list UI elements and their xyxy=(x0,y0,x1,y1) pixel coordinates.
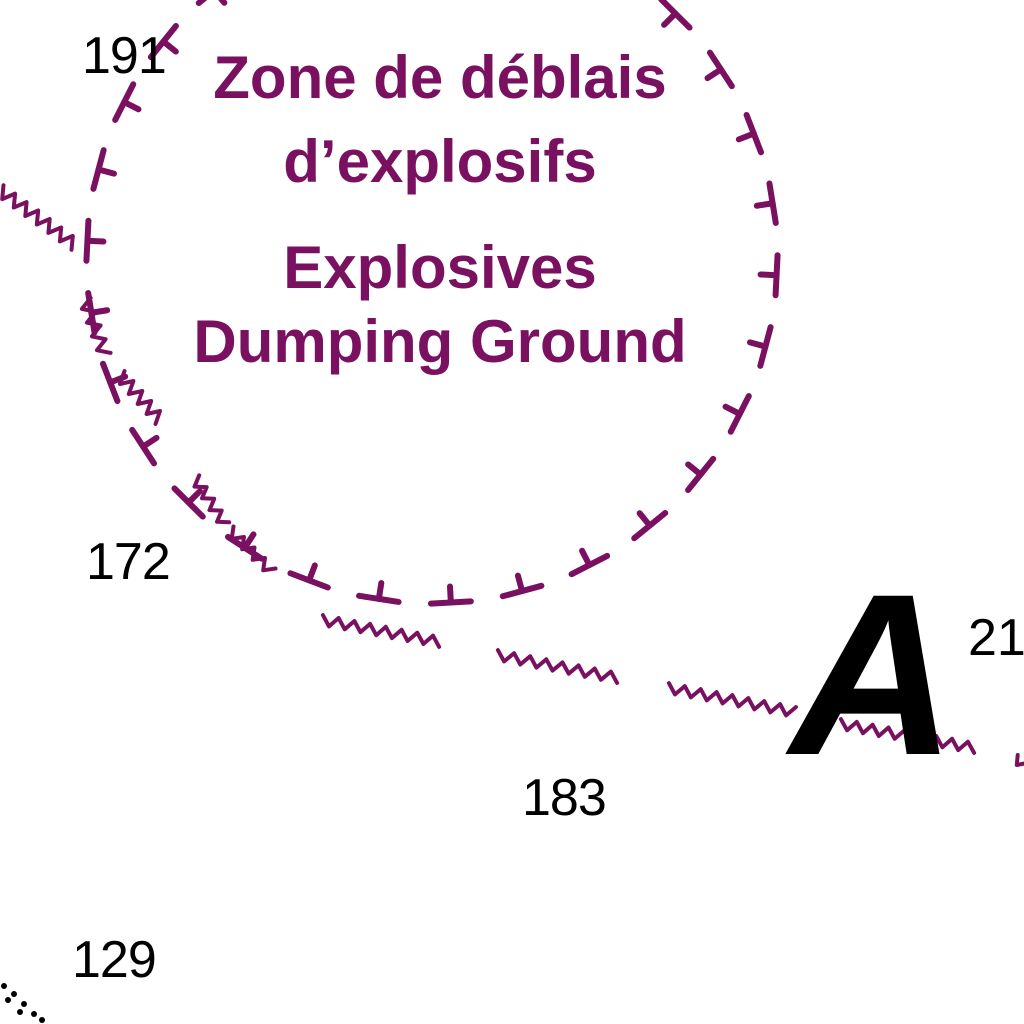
boundary-tick xyxy=(160,38,179,55)
boundary-tick xyxy=(746,339,769,350)
boundary-tick xyxy=(579,547,593,569)
wavy-limit-segment xyxy=(118,369,162,426)
sounding-129: 129 xyxy=(72,931,157,989)
boundary-tick xyxy=(636,510,653,529)
boundary-tick xyxy=(375,580,385,602)
wavy-limit-segment xyxy=(192,473,232,525)
boundary-tick xyxy=(306,562,318,584)
zone-label-en-2: Dumping Ground xyxy=(193,308,687,375)
boundary-tick xyxy=(753,200,776,209)
boundary-tick xyxy=(185,488,203,506)
boundary-tick xyxy=(685,461,704,478)
boundary-tick xyxy=(722,403,743,417)
dotted-line xyxy=(1,983,45,1023)
boundary-tick xyxy=(84,237,107,245)
dotted-line-dot xyxy=(31,1011,37,1017)
sounding-21: 21 xyxy=(968,609,1024,667)
dotted-line-dot xyxy=(39,1017,45,1023)
zone-label-fr-1: Zone de déblais xyxy=(213,44,667,111)
dotted-line-dot xyxy=(11,991,17,997)
boundary-tick xyxy=(121,99,142,113)
boundary-tick xyxy=(95,166,118,177)
boundary-tick xyxy=(140,434,160,450)
sounding-172: 172 xyxy=(86,533,171,591)
wavy-limit-segment xyxy=(666,681,798,718)
boundary-tick xyxy=(735,130,757,143)
area-letter-a: A xyxy=(790,546,957,803)
zone-label-en-1: Explosives xyxy=(283,234,597,301)
boundary-tick xyxy=(514,572,526,595)
boundary-tick xyxy=(241,531,257,551)
dotted-line-dot xyxy=(17,1009,23,1015)
wavy-limit-segment xyxy=(79,295,113,355)
zone-label-fr-2: d’explosifs xyxy=(283,128,597,195)
wavy-limit-segment xyxy=(320,613,442,649)
boundary-tick xyxy=(446,583,454,606)
dotted-line-dot xyxy=(5,997,11,1003)
dotted-line-dot xyxy=(1,983,7,989)
wavy-limit-segment xyxy=(838,717,977,755)
boundary-tick xyxy=(704,66,724,82)
limit-wavy-lines xyxy=(0,183,1024,767)
sounding-183: 183 xyxy=(522,769,607,827)
sounding-191: 191 xyxy=(82,27,167,85)
dotted-line-dot xyxy=(21,1001,27,1007)
wavy-limit-segment xyxy=(0,183,75,252)
dumping-ground-boundary xyxy=(83,0,781,607)
wavy-limit-segment xyxy=(1014,753,1024,767)
boundary-tick xyxy=(757,271,780,279)
boundary-tick xyxy=(218,0,228,6)
wavy-limit-segment xyxy=(229,524,278,573)
wavy-limit-segment xyxy=(495,648,620,685)
boundary-tick xyxy=(661,10,679,28)
